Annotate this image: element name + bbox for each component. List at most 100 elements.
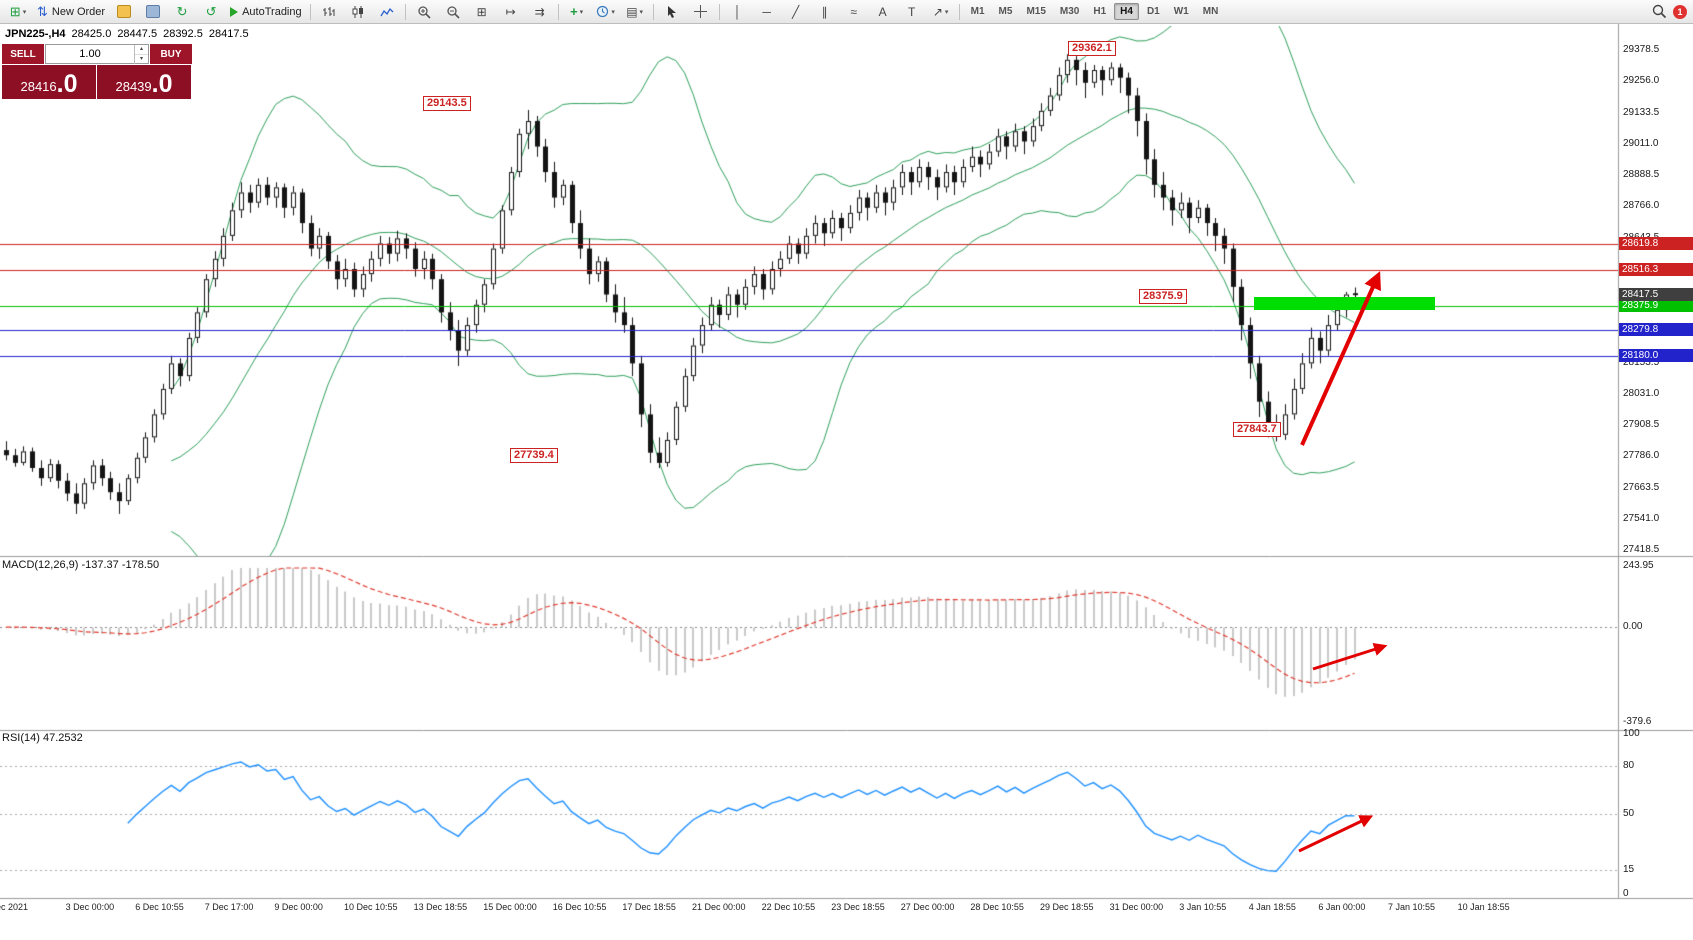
trendline-icon: ╱ bbox=[792, 4, 800, 19]
bar-chart-button[interactable] bbox=[315, 1, 343, 23]
channel-tool[interactable]: ∥ bbox=[811, 1, 839, 23]
sell-price-pips: .0 bbox=[56, 70, 78, 98]
volume-spinner: ▴ ▾ bbox=[134, 44, 148, 64]
time-axis-label: 10 Jan 18:55 bbox=[1457, 902, 1510, 912]
buy-price[interactable]: 28439.0 bbox=[97, 65, 191, 99]
crosshair-icon bbox=[694, 5, 708, 18]
autotrading-play-icon bbox=[230, 6, 239, 17]
time-axis-label: 27 Dec 00:00 bbox=[900, 902, 955, 912]
templates-icon: ▤ bbox=[626, 4, 638, 19]
chevron-down-icon: ▾ bbox=[611, 8, 615, 16]
zoom-out-button[interactable] bbox=[439, 1, 467, 23]
text-label-tool[interactable]: T bbox=[898, 1, 926, 23]
indicators-button[interactable]: + ▾ bbox=[563, 1, 591, 23]
refresh-icon: ↻ bbox=[176, 4, 188, 19]
search-icon[interactable] bbox=[1652, 4, 1667, 19]
horizontal-line-icon: ─ bbox=[762, 4, 771, 19]
autotrading-button[interactable]: AutoTrading bbox=[226, 1, 306, 23]
sell-price[interactable]: 28416.0 bbox=[2, 65, 96, 99]
print-button[interactable] bbox=[139, 1, 167, 23]
volume-decrease-button[interactable]: ▾ bbox=[139, 55, 143, 62]
auto-scroll-button[interactable]: ↦ bbox=[497, 1, 525, 23]
time-axis-label: 6 Jan 00:00 bbox=[1318, 902, 1366, 912]
low-value: 28392.5 bbox=[163, 28, 203, 40]
autotrading-label: AutoTrading bbox=[242, 5, 302, 18]
time-axis-label: 3 Jan 10:55 bbox=[1179, 902, 1227, 912]
toolbar-right: 1 bbox=[1652, 4, 1689, 19]
tile-windows-button[interactable]: ⊞ bbox=[468, 1, 496, 23]
zoom-in-icon bbox=[417, 5, 431, 19]
community-icon: ↺ bbox=[205, 4, 217, 19]
volume-increase-button[interactable]: ▴ bbox=[135, 45, 148, 55]
time-axis-label: ec 2021 bbox=[0, 902, 29, 912]
price-callout-label[interactable]: 27843.7 bbox=[1233, 422, 1281, 437]
line-chart-button[interactable] bbox=[373, 1, 401, 23]
channel-icon: ∥ bbox=[821, 4, 828, 19]
zoom-out-icon bbox=[446, 5, 460, 19]
time-axis-label: 7 Dec 17:00 bbox=[204, 902, 254, 912]
trendline-tool[interactable]: ╱ bbox=[782, 1, 810, 23]
volume-input[interactable]: 1.00 ▴ ▾ bbox=[45, 44, 149, 64]
time-axis-label: 29 Dec 18:55 bbox=[1040, 902, 1094, 912]
time-axis-label: 31 Dec 00:00 bbox=[1109, 902, 1164, 912]
toolbar-separator bbox=[652, 3, 654, 20]
horizontal-line-tool[interactable]: ─ bbox=[753, 1, 781, 23]
price-callout-label[interactable]: 29362.1 bbox=[1068, 41, 1116, 56]
price-axis[interactable] bbox=[1618, 24, 1693, 898]
highlight-rect[interactable] bbox=[1254, 297, 1435, 310]
candlestick-chart-icon bbox=[352, 5, 363, 18]
macd-header: MACD(12,26,9) -137.37 -178.50 bbox=[2, 559, 160, 571]
crosshair-button[interactable] bbox=[687, 1, 715, 23]
buy-price-pips: .0 bbox=[151, 70, 173, 98]
time-axis-label: 10 Dec 10:55 bbox=[344, 902, 398, 912]
sell-button[interactable]: SELL bbox=[2, 44, 44, 64]
tile-windows-icon: ⊞ bbox=[476, 4, 487, 19]
timeframe-m30[interactable]: M30 bbox=[1059, 6, 1080, 17]
metaeditor-button[interactable] bbox=[110, 1, 138, 23]
price-callout-label[interactable]: 27739.4 bbox=[510, 448, 558, 463]
new-chart-icon: ⊞ bbox=[9, 4, 21, 19]
time-axis-label: 7 Jan 10:55 bbox=[1388, 902, 1436, 912]
periods-button[interactable]: ▾ bbox=[592, 1, 620, 23]
refresh-button[interactable]: ↻ bbox=[168, 1, 196, 23]
timeframe-m15[interactable]: M15 bbox=[1026, 6, 1046, 17]
timeframe-h4[interactable]: H4 bbox=[1114, 3, 1139, 20]
sell-price-main: 28416 bbox=[20, 79, 57, 94]
toolbar-separator bbox=[958, 3, 960, 20]
zoom-in-button[interactable] bbox=[410, 1, 438, 23]
metaeditor-icon bbox=[117, 5, 132, 18]
time-axis-label: 15 Dec 00:00 bbox=[483, 902, 537, 912]
time-axis[interactable]: ec 2021 3 Dec 00:00 6 Dec 10:55 7 Dec 17:00… bbox=[0, 902, 1618, 916]
candlestick-chart-button[interactable] bbox=[344, 1, 372, 23]
price-callout-label[interactable]: 28375.9 bbox=[1139, 289, 1187, 304]
text-label-icon: T bbox=[907, 4, 916, 19]
templates-button[interactable]: ▤ ▾ bbox=[621, 1, 649, 23]
chart-info-line: JPN225-,H4 28425.0 28447.5 28392.5 28417.5 bbox=[5, 28, 255, 40]
new-order-button[interactable]: ⇅ New Order bbox=[33, 1, 109, 23]
price-callout-label[interactable]: 29143.5 bbox=[423, 96, 471, 111]
fibonacci-tool[interactable]: ≈ bbox=[840, 1, 868, 23]
timeframe-m5[interactable]: M5 bbox=[998, 6, 1013, 17]
cursor-button[interactable] bbox=[658, 1, 686, 23]
rsi-header: RSI(14) 47.2532 bbox=[2, 732, 83, 744]
chevron-down-icon: ▾ bbox=[944, 8, 949, 16]
toolbar: ⊞ ▾ ⇅ New Order ↻ ↺ AutoTrading bbox=[0, 0, 1693, 24]
arrows-tool-icon: ↗ bbox=[932, 4, 943, 19]
auto-scroll-icon: ↦ bbox=[505, 4, 516, 19]
new-chart-button[interactable]: ⊞ ▾ bbox=[4, 1, 32, 23]
timeframe-mn[interactable]: MN bbox=[1202, 6, 1219, 17]
timeframe-h1[interactable]: H1 bbox=[1093, 6, 1107, 17]
timeframe-w1[interactable]: W1 bbox=[1173, 6, 1189, 17]
price-chart-canvas[interactable] bbox=[0, 24, 1693, 940]
arrows-tool[interactable]: ↗ ▾ bbox=[927, 1, 955, 23]
time-axis-label: 4 Jan 18:55 bbox=[1248, 902, 1296, 912]
timeframe-m1[interactable]: M1 bbox=[970, 6, 985, 17]
buy-button[interactable]: BUY bbox=[150, 44, 192, 64]
community-button[interactable]: ↺ bbox=[197, 1, 225, 23]
time-axis-label: 17 Dec 18:55 bbox=[622, 902, 676, 912]
vertical-line-tool[interactable]: │ bbox=[724, 1, 752, 23]
text-tool[interactable]: A bbox=[869, 1, 897, 23]
chart-shift-button[interactable]: ⇉ bbox=[526, 1, 554, 23]
timeframe-d1[interactable]: D1 bbox=[1146, 6, 1160, 17]
notification-badge[interactable]: 1 bbox=[1673, 4, 1687, 19]
